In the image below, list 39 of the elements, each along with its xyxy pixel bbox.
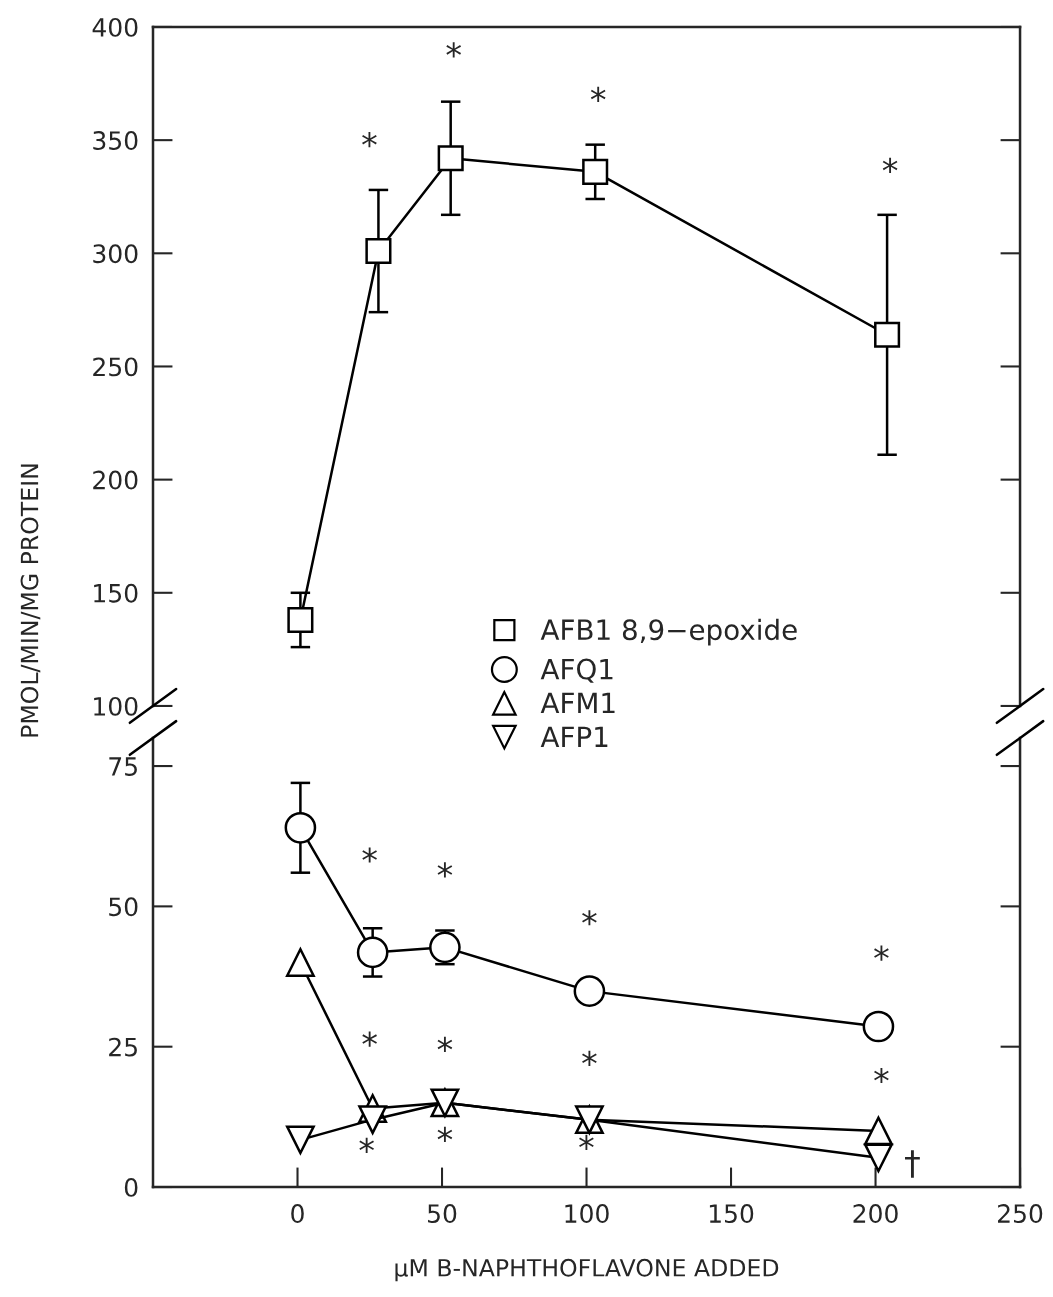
annotation: *: [437, 1036, 453, 1053]
x-tick-label: 150: [709, 1204, 754, 1224]
annotation: *: [874, 1067, 889, 1084]
x-tick-label: 50: [428, 1204, 457, 1224]
annotation: *: [582, 1050, 597, 1066]
annotation: *: [359, 1137, 374, 1153]
annotation: *: [437, 1126, 453, 1143]
x-tick-label: 100: [565, 1204, 609, 1224]
y-tick-label: 400: [92, 17, 138, 37]
annotation: *: [874, 945, 889, 961]
legend-label: AFP1: [540, 726, 608, 747]
x-tick-label: 250: [998, 1204, 1043, 1224]
y-tick-label: 75: [109, 757, 137, 776]
y-axis-title: PMOL/MIN/MG PROTEIN: [20, 464, 41, 737]
legend-label: AFM1: [540, 692, 615, 714]
x-axis-title: μM B-NAPHTHOFLAVONE ADDED: [395, 1258, 779, 1282]
y-tick-label: 200: [93, 470, 138, 490]
y-tick-label: 25: [109, 1037, 137, 1057]
y-tick-label: 100: [94, 696, 138, 716]
annotation: *: [362, 847, 377, 863]
annotation: *: [362, 1031, 377, 1047]
annotation: †: [905, 1150, 920, 1178]
y-tick-label: 350: [93, 131, 138, 150]
annotation: *: [437, 862, 453, 878]
x-tick-label: 200: [853, 1204, 898, 1224]
y-tick-label: 150: [94, 583, 138, 603]
annotation: *: [882, 157, 898, 173]
x-tick-label: 0: [291, 1204, 304, 1224]
y-tick-label: 300: [93, 244, 138, 264]
annotation: *: [362, 132, 377, 148]
annotation: *: [579, 1134, 594, 1150]
y-tick-label: 250: [93, 357, 138, 377]
y-tick-label: 0: [124, 1177, 138, 1197]
legend-label: AFQ1: [540, 658, 613, 683]
y-tick-label: 50: [109, 897, 138, 917]
annotation: *: [582, 910, 597, 926]
annotation: *: [590, 86, 606, 103]
annotation: *: [446, 42, 462, 58]
legend-label: AFB1 8,9−epoxide: [540, 618, 797, 646]
